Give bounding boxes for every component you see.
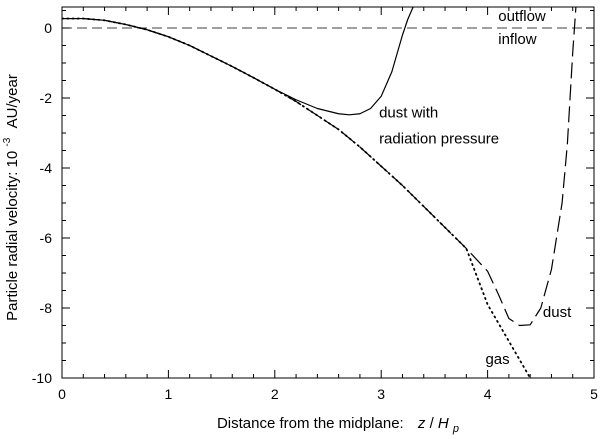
x-axis-label-text: Distance from the midplane: xyxy=(217,415,404,432)
x-axis-label-h: H xyxy=(438,415,449,432)
x-tick-label: 3 xyxy=(377,386,385,402)
x-axis-label-slash: / xyxy=(430,415,435,432)
y-tick-label: -10 xyxy=(32,370,52,386)
x-tick-label: 2 xyxy=(271,386,279,402)
y-axis-label-text: Particle radial velocity: 10 xyxy=(4,151,21,321)
tick-label-layer: 0 1 2 3 4 5 0 -2 -4 -6 -8 -10 xyxy=(32,20,598,402)
x-axis-label-sub: p xyxy=(452,423,459,435)
y-tick-label: -4 xyxy=(40,160,53,176)
series-layer xyxy=(62,7,577,378)
tick-layer xyxy=(61,7,595,379)
y-axis-label: Particle radial velocity: 10 -3 AU/year xyxy=(0,74,21,321)
annotation-outflow: outflow xyxy=(498,8,546,25)
y-tick-label: -2 xyxy=(40,90,53,106)
x-tick-label: 5 xyxy=(590,386,598,402)
annotation-dust-rp-1: dust with xyxy=(379,104,438,121)
x-tick-label: 4 xyxy=(484,386,492,402)
y-tick-label: -6 xyxy=(40,230,53,246)
x-axis-label-z: z xyxy=(417,415,426,432)
x-axis-label: Distance from the midplane: z / H p xyxy=(217,415,459,435)
y-tick-label: 0 xyxy=(44,20,52,36)
y-axis-label-exponent: -3 xyxy=(2,137,13,146)
annotation-inflow: inflow xyxy=(498,31,537,48)
annotation-gas: gas xyxy=(485,351,509,368)
series-line-dust xyxy=(62,7,577,327)
y-axis-label-unit: AU/year xyxy=(4,74,21,128)
annotation-layer: outflow inflow dust with radiation pressure… xyxy=(379,8,572,368)
plot-frame xyxy=(61,6,595,379)
y-tick-label: -8 xyxy=(40,300,53,316)
annotation-dust-rp-2: radiation pressure xyxy=(379,131,499,148)
x-tick-label: 1 xyxy=(165,386,173,402)
annotation-dust: dust xyxy=(543,304,572,321)
series-line-gas xyxy=(62,17,532,378)
x-tick-label: 0 xyxy=(58,386,66,402)
